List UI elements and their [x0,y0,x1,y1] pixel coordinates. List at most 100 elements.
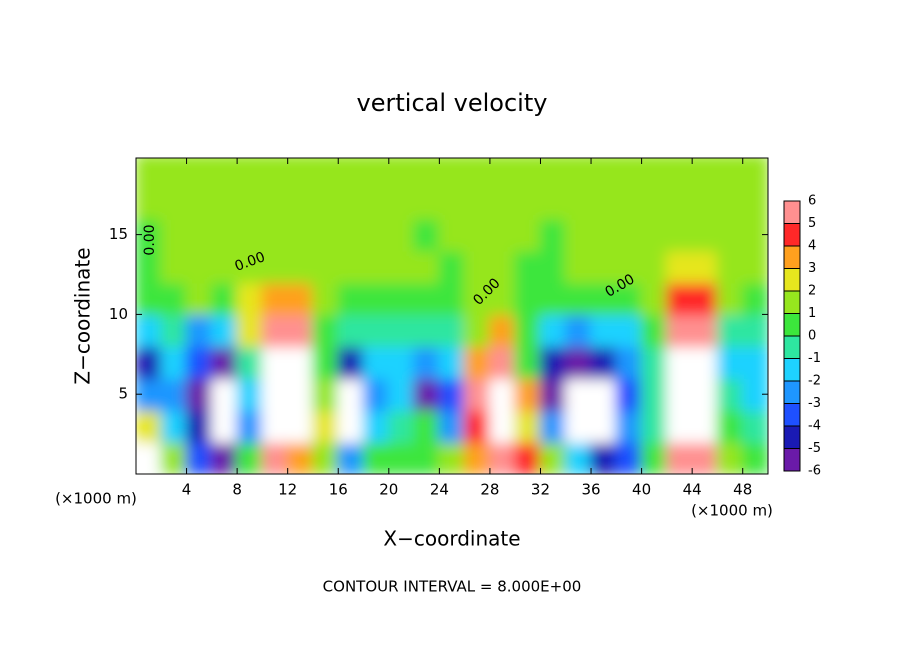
colorbar-swatch [784,448,800,471]
cell [413,249,441,284]
y-tick-label: 15 [109,225,128,243]
cell [438,409,466,444]
cell [488,313,517,348]
x-tick-label: 4 [182,481,192,499]
cell [615,281,643,316]
cell [564,313,593,348]
cell [185,158,213,188]
cell [564,409,593,444]
cell [185,313,213,348]
cell [564,377,593,412]
colorbar-label: -1 [808,351,821,366]
cell [185,409,213,444]
cell [691,409,719,444]
cell [261,158,289,188]
cell [615,313,643,348]
cell [590,249,618,284]
cell [261,377,289,412]
cell [539,249,567,284]
cell [387,249,416,284]
cell [387,409,416,444]
cell [716,441,744,474]
cell [539,313,567,348]
plot-frame [135,157,769,475]
cell [463,281,491,316]
cell [741,185,768,220]
cell [691,281,719,316]
cell [590,313,618,348]
colorbar-swatch [784,358,800,381]
colorbar-label: 2 [808,284,816,299]
cell [691,158,719,188]
cell [438,249,466,284]
cell [615,441,643,474]
cell [691,249,719,284]
cell [691,313,719,348]
cell [564,217,593,252]
cell [337,409,365,444]
cell [362,281,390,316]
cell [590,158,618,188]
cell [463,313,491,348]
colorbar-label: -2 [808,374,821,389]
cell [413,441,441,474]
cell [539,217,567,252]
cell [160,409,188,444]
cell [362,377,390,412]
cell [413,345,441,380]
cell [136,158,163,188]
cell [210,217,239,252]
cell [590,281,618,316]
cell [640,158,668,188]
cell [615,217,643,252]
cell [615,158,643,188]
cell [590,217,618,252]
cell [463,377,491,412]
cell [261,409,289,444]
cell [413,409,441,444]
cell [160,281,188,316]
cell [463,249,491,284]
cell [463,185,491,220]
cell [514,185,542,220]
cell [236,409,264,444]
cell [413,217,441,252]
cell [387,185,416,220]
cell [590,409,618,444]
cell [463,345,491,380]
cell [185,217,213,252]
cell [514,409,542,444]
cell [665,217,694,252]
colorbar-swatch [784,313,800,336]
cell [286,409,314,444]
cell [236,249,264,284]
cell [261,313,289,348]
x-tick-label: 8 [232,481,242,499]
colorbar-label: 4 [808,239,816,254]
cell [716,217,744,252]
cell [387,377,416,412]
cell [387,217,416,252]
colorbar-swatch [784,223,800,246]
cell [741,409,768,444]
cell [488,249,517,284]
cell [615,345,643,380]
cell [160,441,188,474]
cell [286,185,314,220]
cell [438,281,466,316]
cell [665,249,694,284]
footer: CONTOUR INTERVAL = 8.000E+00 [323,578,582,596]
chart-title: vertical velocity [357,89,548,117]
cell [236,345,264,380]
cell [741,313,768,348]
cell [210,281,239,316]
cell [160,158,188,188]
cell [438,185,466,220]
colorbar-label: -3 [808,396,821,411]
cell [286,158,314,188]
cell [413,377,441,412]
cell [438,441,466,474]
cell [136,281,163,316]
cell [337,217,365,252]
